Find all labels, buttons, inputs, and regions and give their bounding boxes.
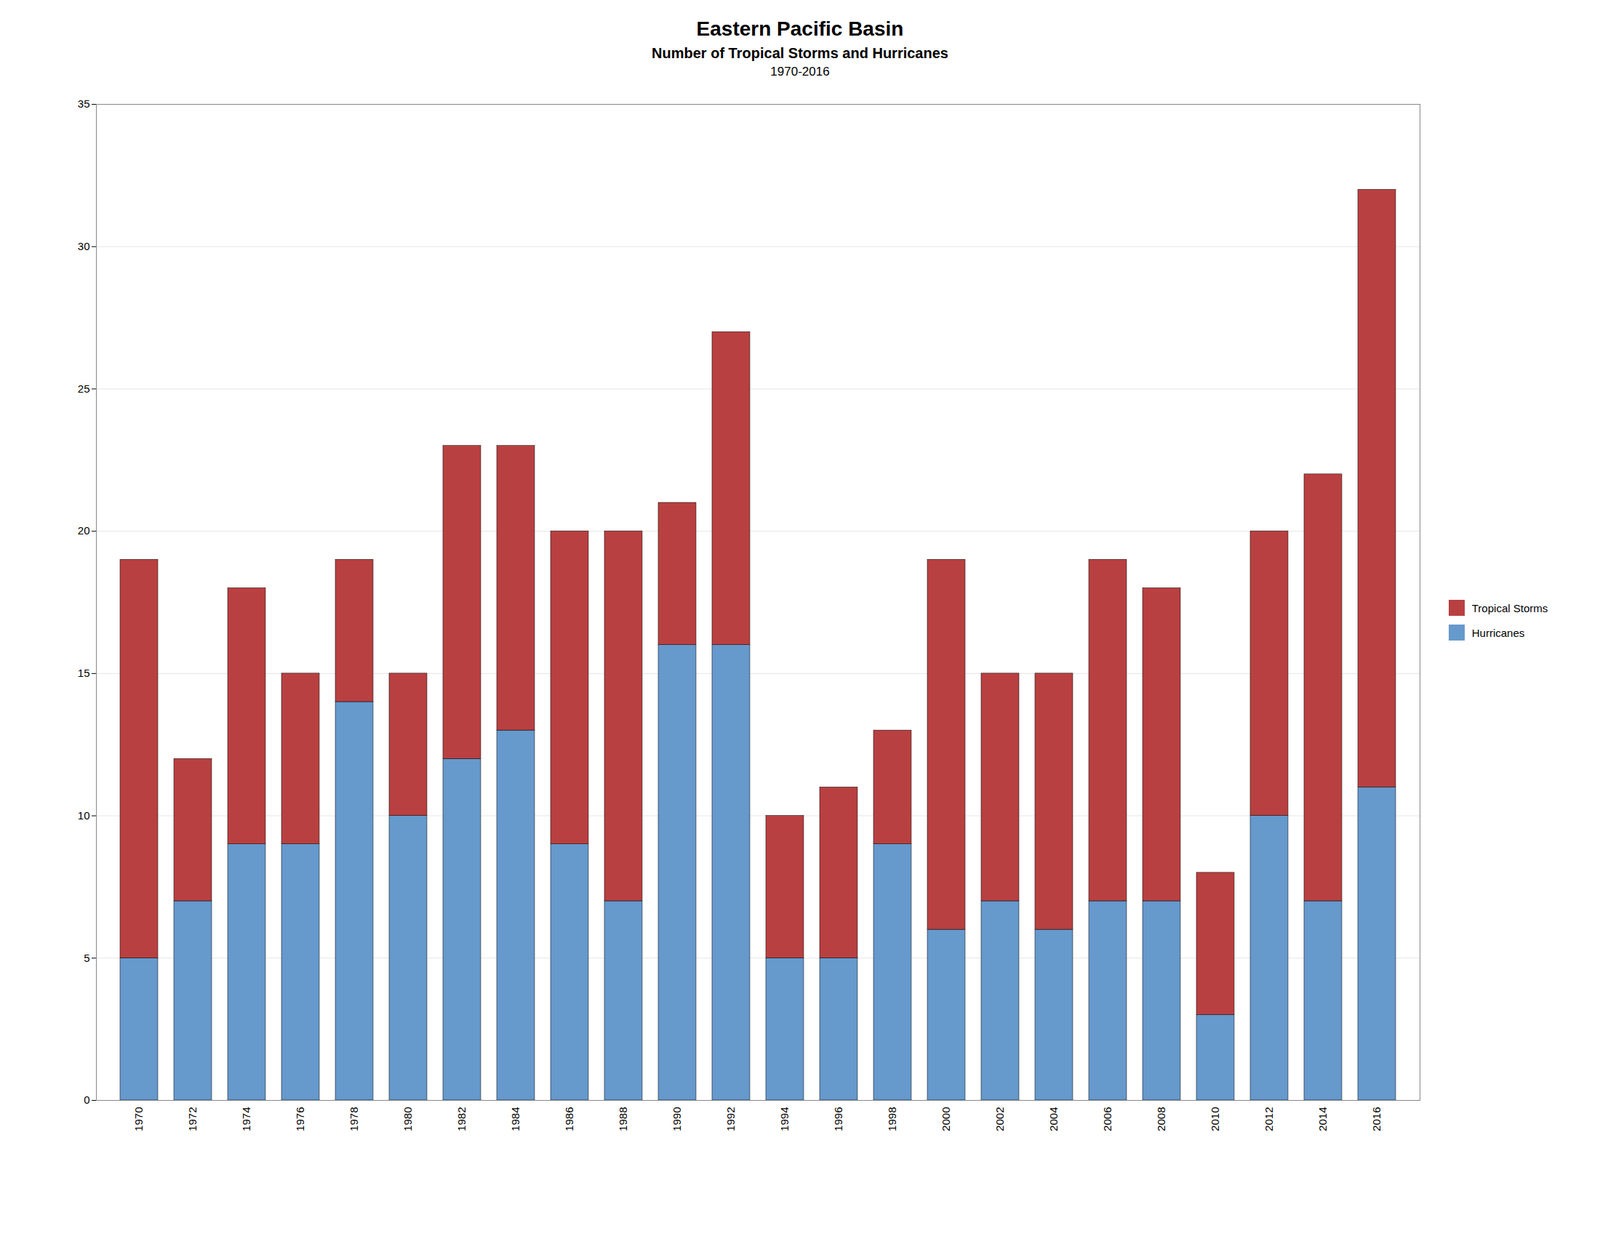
- svg-text:2016: 2016: [1370, 1107, 1383, 1132]
- svg-text:1976: 1976: [293, 1107, 307, 1132]
- svg-text:30: 30: [77, 240, 91, 253]
- svg-text:1978: 1978: [347, 1107, 360, 1132]
- svg-text:0: 0: [83, 1093, 90, 1107]
- html-text:1970-2016: 1970-2016: [770, 64, 830, 79]
- html-text:Eastern Pacific Basin: Eastern Pacific Basin: [696, 17, 904, 40]
- svg-text:1982: 1982: [455, 1107, 468, 1132]
- html-text:Hurricanes: Hurricanes: [1471, 626, 1525, 639]
- svg-text:1988: 1988: [616, 1107, 630, 1132]
- svg-text:1994: 1994: [778, 1107, 791, 1132]
- svg-text:5: 5: [83, 952, 90, 965]
- svg-text:25: 25: [77, 382, 91, 395]
- svg-text:2000: 2000: [939, 1107, 952, 1132]
- html-text:Number of Tropical Storms and: Number of Tropical Storms and Hurricanes: [651, 45, 949, 62]
- svg-text:20: 20: [77, 524, 91, 537]
- html-text:Tropical Storms: Tropical Storms: [1471, 601, 1548, 615]
- svg-text:1990: 1990: [670, 1107, 683, 1132]
- svg-text:10: 10: [77, 809, 91, 822]
- svg-text:1996: 1996: [832, 1107, 845, 1132]
- svg-text:15: 15: [77, 666, 91, 680]
- svg-text:1970: 1970: [132, 1107, 145, 1132]
- svg-text:2008: 2008: [1154, 1107, 1168, 1132]
- svg-text:1986: 1986: [562, 1107, 576, 1132]
- svg-text:2014: 2014: [1316, 1107, 1329, 1132]
- svg-text:1972: 1972: [186, 1107, 199, 1132]
- svg-text:2010: 2010: [1208, 1107, 1222, 1132]
- svg-text:1974: 1974: [240, 1107, 253, 1132]
- svg-text:1992: 1992: [724, 1107, 737, 1132]
- svg-text:2002: 2002: [993, 1107, 1006, 1132]
- svg-text:1984: 1984: [509, 1107, 522, 1132]
- svg-text:2006: 2006: [1101, 1107, 1114, 1132]
- svg-text:1998: 1998: [885, 1107, 899, 1132]
- svg-text:35: 35: [77, 97, 91, 110]
- svg-text:2012: 2012: [1262, 1107, 1275, 1132]
- svg-text:2004: 2004: [1047, 1107, 1060, 1132]
- svg-text:1980: 1980: [401, 1107, 414, 1132]
